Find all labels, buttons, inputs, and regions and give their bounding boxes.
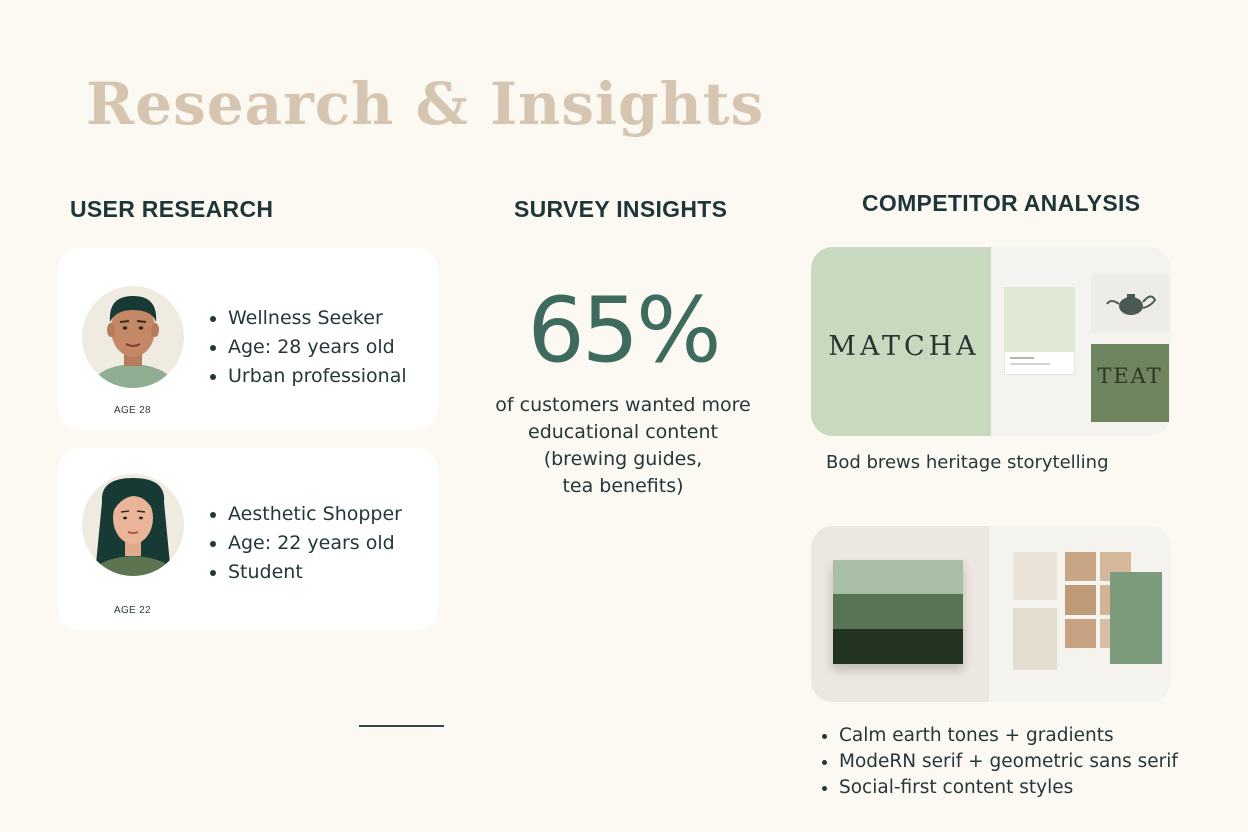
- page-title: Research & Insights: [86, 70, 765, 138]
- business-card: [1004, 351, 1075, 375]
- persona-bullet: Age: 28 years old: [228, 333, 407, 362]
- olive-swatch: [833, 594, 963, 629]
- finding-bullet: Calm earth tones + gradients: [839, 723, 1178, 749]
- tall-card: [1013, 608, 1057, 670]
- sage-card: [1004, 287, 1075, 351]
- persona-details-list: Wellness Seeker Age: 28 years old Urban …: [228, 304, 407, 391]
- caption-line: of customers wanted more: [495, 394, 751, 416]
- caption-line: tea benefits): [562, 475, 684, 497]
- teapot-card: [1091, 274, 1169, 333]
- persona-bullet: Aesthetic Shopper: [228, 500, 402, 529]
- persona-details-list: Aesthetic Shopper Age: 22 years old Stud…: [228, 500, 402, 587]
- moodboard-caption: Bod brews heritage storytelling: [826, 452, 1109, 473]
- color-swatch-stack: [833, 560, 963, 664]
- persona-bullet: Wellness Seeker: [228, 304, 407, 333]
- persona-card-aesthetic-shopper: AGE 22 Aesthetic Shopper Age: 22 years o…: [58, 448, 438, 630]
- age-tag: AGE 28: [114, 405, 151, 416]
- survey-stat: 65%: [527, 278, 721, 383]
- competitor-findings-list: Calm earth tones + gradients ModeRN seri…: [839, 723, 1178, 801]
- finding-bullet: Social-first content styles: [839, 775, 1178, 801]
- divider-line: [359, 725, 444, 727]
- matcha-brand-panel: [811, 247, 991, 436]
- olive-tile: TEAT: [1091, 344, 1169, 422]
- note-card: [1013, 552, 1057, 600]
- sage-swatch: [833, 560, 963, 594]
- teapot-icon: [1106, 294, 1157, 315]
- finding-bullet: ModeRN serif + geometric sans serif: [839, 749, 1178, 775]
- tile-wordmark: TEAT: [1097, 364, 1163, 388]
- survey-stat-caption: of customers wanted more educational con…: [470, 392, 776, 500]
- moodboard-heritage: MATCHA TEAT: [811, 247, 1171, 436]
- forest-swatch: [833, 629, 963, 664]
- persona-bullet: Student: [228, 558, 402, 587]
- female-avatar-icon: [82, 474, 184, 576]
- moodboard-palette: [811, 526, 1171, 702]
- caption-line: (brewing guides,: [543, 448, 703, 470]
- green-poster: [1110, 572, 1162, 664]
- persona-bullet: Age: 22 years old: [228, 529, 402, 558]
- male-avatar-icon: [82, 286, 184, 388]
- age-tag: AGE 22: [114, 605, 151, 616]
- persona-card-wellness-seeker: AGE 28 Wellness Seeker Age: 28 years old…: [58, 248, 438, 430]
- persona-bullet: Urban professional: [228, 362, 407, 391]
- caption-line: educational content: [528, 421, 718, 443]
- user-research-heading: USER RESEARCH: [70, 196, 274, 222]
- survey-insights-heading: SURVEY INSIGHTS: [514, 196, 728, 222]
- competitor-analysis-heading: COMPETITOR ANALYSIS: [862, 190, 1141, 216]
- matcha-wordmark: MATCHA: [828, 331, 980, 362]
